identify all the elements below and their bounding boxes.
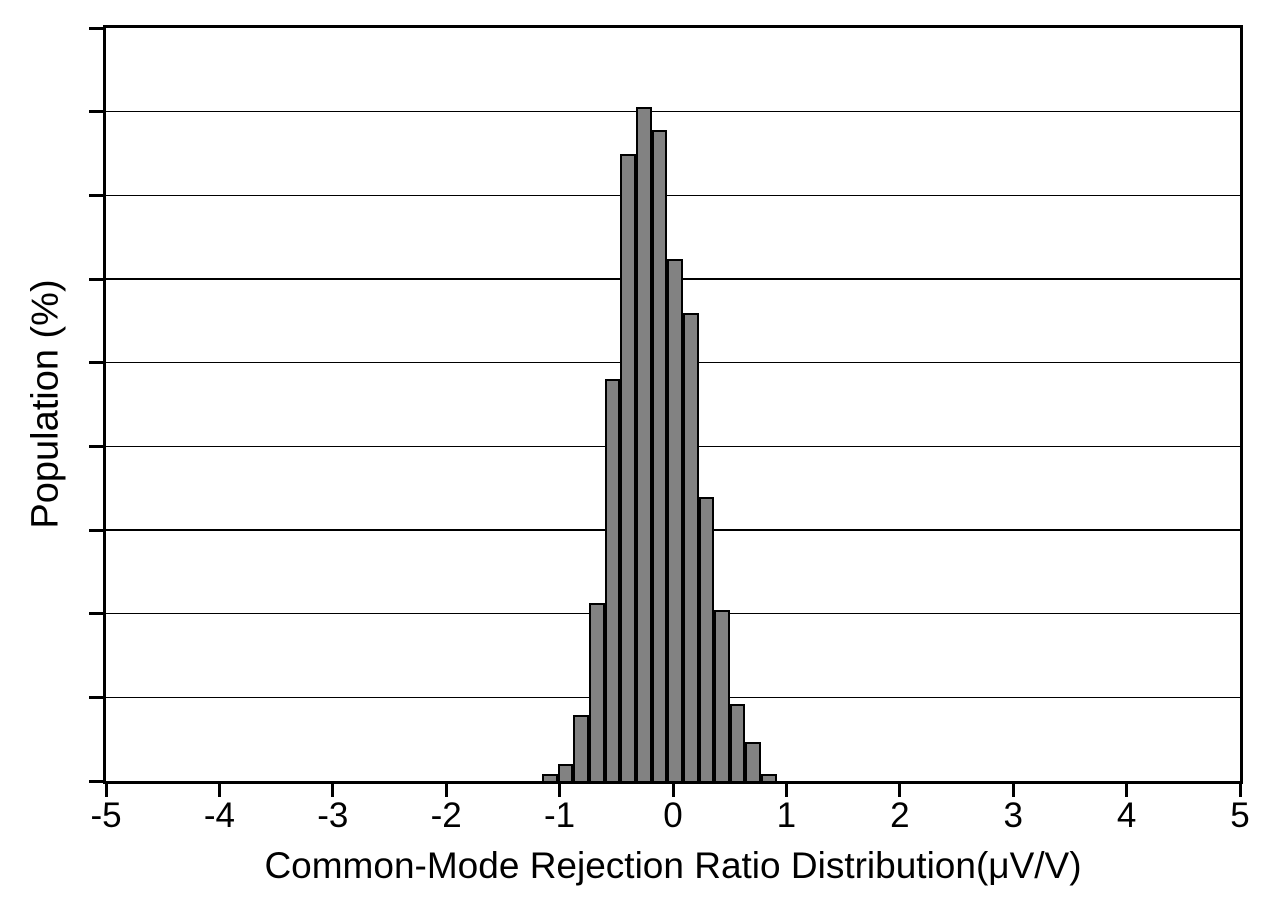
- y-tick: [89, 612, 103, 616]
- gridline: [106, 194, 1240, 197]
- gridline: [106, 110, 1240, 113]
- histogram-bar: [729, 704, 746, 781]
- x-tick: [1238, 784, 1242, 797]
- x-tick: [898, 784, 902, 797]
- x-tick: [444, 784, 448, 797]
- x-tick-label: -2: [430, 796, 462, 835]
- histogram-bar: [573, 715, 589, 781]
- x-tick-label: 2: [890, 796, 910, 835]
- x-tick-label: 3: [1003, 796, 1023, 835]
- histogram-bar: [698, 497, 715, 781]
- histogram-bar: [635, 107, 652, 781]
- y-tick: [89, 528, 103, 532]
- x-axis-title: Common-Mode Rejection Ratio Distribution…: [264, 845, 1082, 886]
- x-tick: [1125, 784, 1129, 797]
- x-tick-label: 5: [1230, 796, 1250, 835]
- y-tick: [89, 444, 103, 448]
- x-tick: [331, 784, 335, 797]
- x-tick-label: -3: [317, 796, 349, 835]
- plot-area: -5 -4 -3 -2 -1 0 1 2 3 4 5: [89, 25, 1250, 835]
- x-tick-label: -4: [203, 796, 235, 835]
- x-tick: [217, 784, 221, 797]
- histogram-bar: [604, 379, 621, 781]
- x-tick: [104, 784, 108, 797]
- x-tick: [1011, 784, 1015, 797]
- x-tick: [671, 784, 675, 797]
- histogram-bar: [557, 764, 574, 781]
- x-tick: [784, 784, 788, 797]
- y-tick: [89, 193, 103, 197]
- histogram-bar: [667, 259, 683, 781]
- histogram-bar: [745, 742, 762, 781]
- y-tick: [89, 695, 103, 699]
- x-tick-label: 4: [1116, 796, 1137, 835]
- x-tick-label: 0: [663, 796, 683, 835]
- histogram-bar: [682, 313, 699, 781]
- histogram-bar: [588, 603, 605, 781]
- x-tick: [558, 784, 562, 797]
- y-tick: [89, 361, 103, 365]
- x-tick-label: -1: [544, 796, 576, 835]
- y-tick: [89, 779, 103, 783]
- x-tick-label: 1: [776, 796, 797, 835]
- x-tick-label: -5: [90, 796, 122, 835]
- histogram-bar: [542, 774, 558, 781]
- histogram-bar: [761, 774, 777, 781]
- histogram-bar: [714, 610, 730, 781]
- y-tick: [89, 26, 103, 30]
- y-tick: [89, 277, 103, 281]
- histogram-bar: [651, 130, 668, 781]
- histogram-bar: [620, 154, 636, 781]
- y-tick: [89, 110, 103, 114]
- y-axis-title: Population (%): [24, 279, 67, 529]
